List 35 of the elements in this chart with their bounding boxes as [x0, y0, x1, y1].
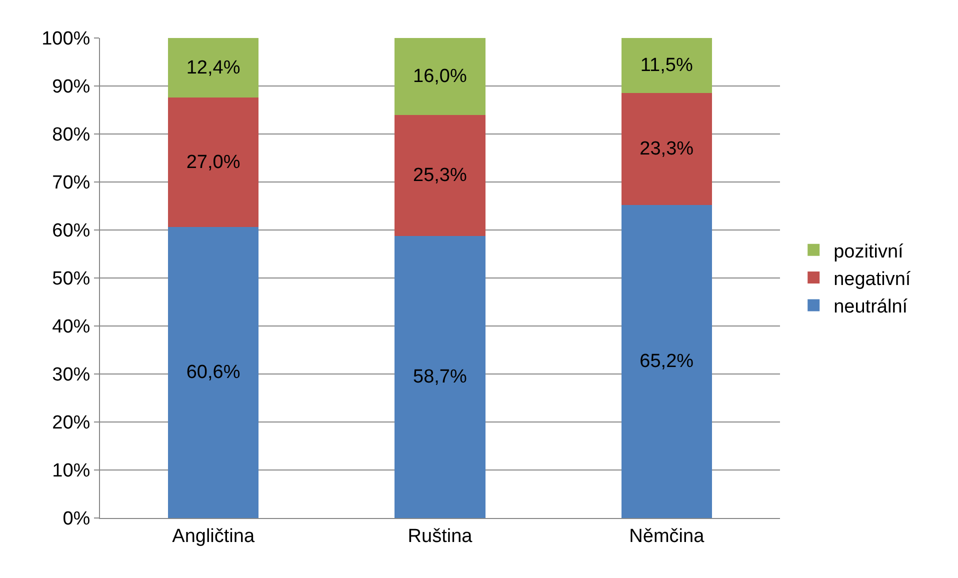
y-tick-label: 0%	[62, 508, 90, 530]
data-label: 60,6%	[186, 362, 240, 384]
bar	[394, 38, 486, 115]
bar	[394, 236, 486, 518]
y-tick-label: 90%	[52, 76, 90, 98]
bar	[621, 38, 712, 94]
bar	[168, 38, 259, 98]
legend-label: negativní	[834, 268, 912, 290]
legend-label: neutrální	[834, 296, 908, 318]
y-tick-label: 40%	[52, 316, 90, 338]
bar	[621, 205, 712, 518]
bar	[168, 227, 259, 518]
x-tick-label: Ruština	[408, 526, 473, 547]
bar	[168, 98, 259, 228]
x-tick-label: Angličtina	[172, 526, 255, 547]
x-tick-label: Němčina	[629, 526, 705, 547]
y-tick-label: 100%	[42, 28, 90, 50]
bar	[621, 93, 712, 206]
data-label: 12,4%	[186, 57, 240, 78]
data-label: 58,7%	[413, 366, 467, 388]
y-tick-label: 20%	[52, 412, 90, 434]
data-label: 65,2%	[640, 351, 694, 372]
data-label: 11,5%	[640, 55, 693, 76]
y-tick-label: 10%	[52, 460, 90, 482]
data-label: 27,0%	[186, 152, 240, 173]
y-tick-label: 70%	[52, 172, 90, 194]
y-tick-label: 50%	[52, 268, 90, 290]
y-tick-label: 60%	[52, 220, 90, 242]
data-label: 23,3%	[640, 138, 694, 160]
y-tick-label: 80%	[52, 124, 90, 146]
legend-label: pozitivní	[834, 241, 904, 262]
bar	[394, 114, 486, 236]
data-label: 25,3%	[413, 165, 467, 186]
data-label: 16,0%	[413, 66, 467, 87]
y-tick-label: 30%	[52, 364, 90, 386]
